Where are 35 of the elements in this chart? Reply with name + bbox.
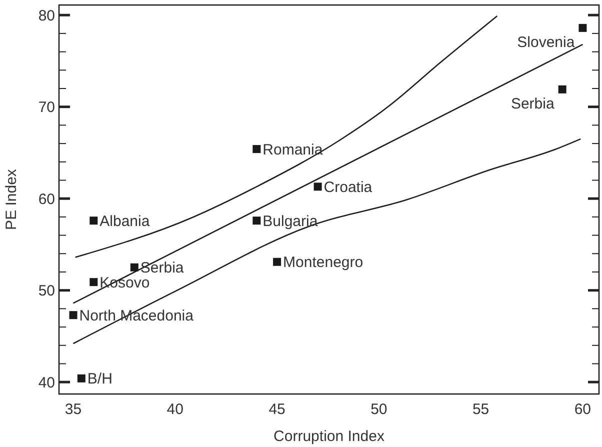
y-tick-label: 60 xyxy=(38,190,55,208)
point xyxy=(69,311,78,320)
y-axis-title: PE Index xyxy=(3,168,20,230)
annotation: B/H xyxy=(87,370,112,388)
x-tick-label: 45 xyxy=(268,401,286,418)
point xyxy=(314,182,322,191)
x-tick-label: 40 xyxy=(166,401,184,418)
point xyxy=(130,263,138,272)
annotation: Serbia xyxy=(140,260,184,277)
annotation: Slovenia xyxy=(517,34,576,52)
point xyxy=(77,374,86,382)
annotation: Croatia xyxy=(324,178,373,196)
point xyxy=(578,24,587,32)
y-tick-label: 40 xyxy=(38,374,55,392)
point xyxy=(273,258,282,266)
point xyxy=(558,85,566,94)
line-series xyxy=(72,138,582,344)
point xyxy=(252,145,261,154)
y-tick-label: 80 xyxy=(38,7,55,24)
point xyxy=(90,216,98,225)
annotation: Montenegro xyxy=(283,254,364,272)
annotation: Romania xyxy=(262,141,324,158)
x-tick-label: 50 xyxy=(370,401,388,418)
x-tick-label: 35 xyxy=(64,401,82,418)
x-axis-title: Corruption Index xyxy=(274,428,385,445)
point xyxy=(252,216,261,225)
annotation: Bulgaria xyxy=(262,212,318,230)
x-tick-label: 55 xyxy=(472,401,490,418)
y-tick-label: 70 xyxy=(38,99,55,116)
y-tick-label: 50 xyxy=(38,282,55,300)
line-series xyxy=(74,15,498,258)
annotation: Serbia xyxy=(510,96,555,113)
x-tick-label: 60 xyxy=(574,401,592,418)
annotation: Albania xyxy=(100,212,150,230)
point xyxy=(90,278,98,286)
